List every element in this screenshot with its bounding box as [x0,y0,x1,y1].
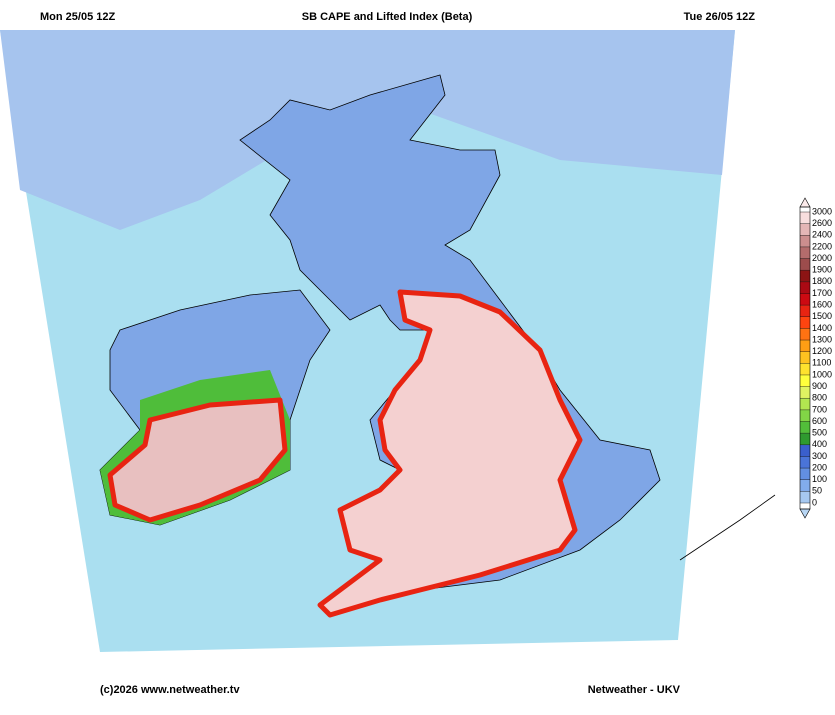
colorbar-band [800,235,810,247]
valid-time: Tue 26/05 12Z [684,11,756,23]
colorbar-label: 1400 [812,323,832,333]
colorbar-label: 1200 [812,346,832,356]
colorbar-band [800,374,810,387]
colorbar-label: 600 [812,416,827,426]
colorbar-label: 1700 [812,288,832,298]
colorbar-band [800,328,810,341]
north-sea-band [0,30,735,230]
colorbar-label: 1000 [812,369,832,379]
colorbar-bottom [799,508,811,519]
colorbar-band [800,351,810,364]
continent-coast [679,494,776,561]
colorbar-band [800,386,810,399]
colorbar-label: 2600 [812,218,832,228]
colorbar-band [800,212,810,224]
copyright: (c)2026 www.netweather.tv [100,684,240,696]
colorbar-label: 1900 [812,265,832,275]
colorbar-label: 400 [812,439,827,449]
colorbar-label: 1300 [812,334,832,344]
model-name: Netweather - UKV [588,684,681,696]
colorbar-label: 300 [812,451,827,461]
colorbar-band [800,270,810,282]
colorbar-band [800,340,810,352]
colorbar-top [799,197,811,208]
run-time: Mon 25/05 12Z [40,11,115,23]
colorbar-band [800,293,810,306]
colorbar-label: 0 [812,497,817,507]
colorbar-label: 2400 [812,230,832,240]
colorbar-label: 100 [812,474,827,484]
colorbar-band [800,456,810,469]
colorbar-frame [799,206,811,510]
colorbar-band [800,421,810,434]
colorbar-label: 1800 [812,276,832,286]
colorbar-label: 1600 [812,299,832,309]
colorbar-label: 700 [812,404,827,414]
colorbar-band [800,258,810,271]
map-title: SB CAPE and Lifted Index (Beta) [302,11,473,23]
colorbar-band [800,468,810,480]
colorbar-band [800,491,810,503]
colorbar-label: 2000 [812,253,832,263]
colorbar-band [800,223,810,236]
colorbar-label: 800 [812,393,827,403]
colorbar-band [800,444,810,457]
colorbar-label: 3000 [812,206,832,216]
colorbar-band [800,305,810,317]
england-wales-high-cape [317,289,583,618]
colorbar-label: 1100 [812,358,831,368]
colorbar-band [800,479,810,492]
colorbar-label: 2200 [812,241,832,251]
colorbar-band [800,398,810,410]
colorbar-band [800,316,810,329]
colorbar-label: 200 [812,462,827,472]
colorbar-band [800,246,810,259]
ireland-high-cape [107,397,288,523]
colorbar-label: 900 [812,381,827,391]
colorbar-label: 500 [812,428,827,438]
colorbar-band [800,363,810,375]
colorbar-band [800,281,810,294]
map [0,30,776,652]
colorbar-band [800,433,810,445]
colorbar-band [800,409,810,422]
colorbar-label: 1500 [812,311,832,321]
colorbar-label: 50 [812,486,822,496]
